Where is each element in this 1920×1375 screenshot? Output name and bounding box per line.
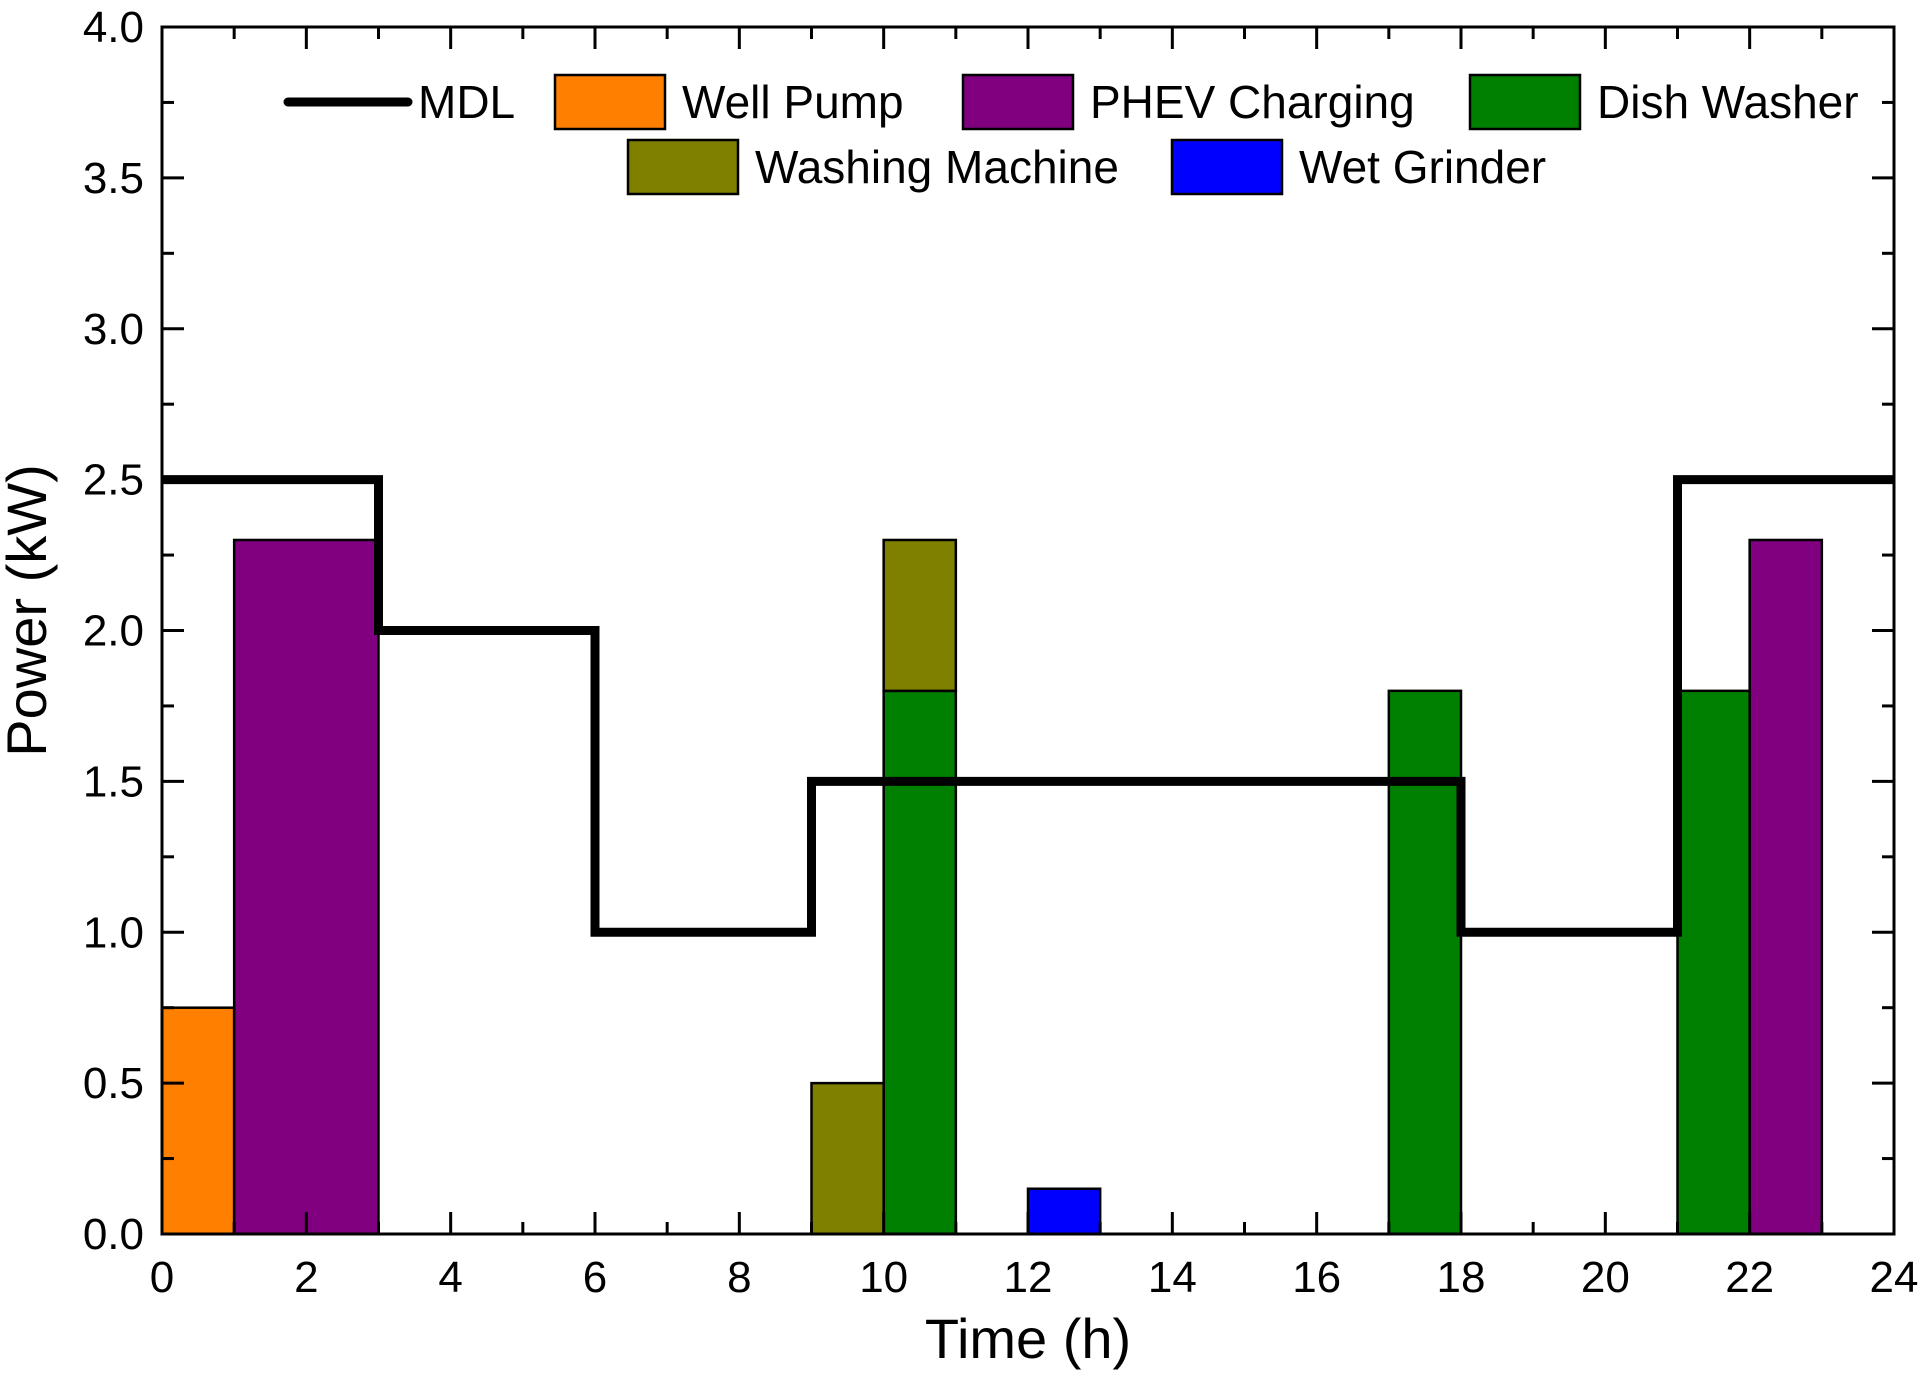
legend-label: PHEV Charging xyxy=(1090,76,1415,128)
x-tick-label: 4 xyxy=(438,1253,462,1302)
x-tick-label: 0 xyxy=(150,1253,174,1302)
x-tick-label: 2 xyxy=(294,1253,318,1302)
bar-dish-washer-2 xyxy=(1676,689,1751,1236)
x-tick-label: 12 xyxy=(1004,1253,1053,1302)
ticks-layer: 0 2 4 6 8 10 12 14 16 18 20 22 240.00.51.01.52.02.53… xyxy=(83,3,1919,1302)
legend-label: Washing Machine xyxy=(755,141,1119,193)
y-tick-label: 4.0 xyxy=(83,3,144,52)
bar-washing-machine-0 xyxy=(810,1081,885,1236)
legend-label: Well Pump xyxy=(682,76,904,128)
bar-phev-charging-0 xyxy=(232,538,380,1236)
legend-item-phev-charging: PHEV Charging xyxy=(961,73,1415,131)
y-axis-title: Power (kW) xyxy=(0,464,58,756)
bar-washing-machine-1 xyxy=(882,538,958,693)
legend-item-mdl: MDL xyxy=(283,76,515,128)
y-tick-label: 1.0 xyxy=(83,908,144,957)
legend-item-wet-grinder: Wet Grinder xyxy=(1170,138,1546,196)
x-tick-label: 14 xyxy=(1148,1253,1197,1302)
legend-swatch-box xyxy=(553,73,667,131)
legend-item-well-pump: Well Pump xyxy=(553,73,904,131)
y-tick-label: 0.5 xyxy=(83,1059,144,1108)
legend-swatch-box xyxy=(1170,138,1284,196)
legend-label: Wet Grinder xyxy=(1299,141,1546,193)
bar-dish-washer-1 xyxy=(1387,689,1463,1236)
y-tick-label: 2.5 xyxy=(83,456,144,505)
mdl-layer xyxy=(162,475,1894,937)
x-axis-title: Time (h) xyxy=(925,1307,1131,1370)
x-tick-label: 8 xyxy=(727,1253,751,1302)
legend-swatch-box xyxy=(961,73,1075,131)
y-tick-label: 3.0 xyxy=(83,305,144,354)
bar-dish-washer-0 xyxy=(882,689,958,1236)
legend-label: Dish Washer xyxy=(1597,76,1859,128)
x-tick-label: 20 xyxy=(1581,1253,1630,1302)
x-tick-label: 6 xyxy=(583,1253,607,1302)
bar-phev-charging-1 xyxy=(1748,538,1824,1236)
x-tick-label: 24 xyxy=(1870,1253,1919,1302)
legend-item-dish-washer: Dish Washer xyxy=(1468,73,1859,131)
bar-well-pump-0 xyxy=(160,1006,236,1236)
legend: MDL Well Pump PHEV Charging Dish Washer Wash… xyxy=(283,73,1859,196)
x-tick-label: 22 xyxy=(1725,1253,1774,1302)
legend-label: MDL xyxy=(418,76,515,128)
mdl-line xyxy=(162,475,1894,937)
bars-layer xyxy=(160,538,1824,1236)
legend-swatch-box xyxy=(626,138,740,196)
bar-wet-grinder-0 xyxy=(1026,1187,1102,1236)
y-tick-label: 2.0 xyxy=(83,607,144,656)
legend-swatch-box xyxy=(1468,73,1582,131)
y-tick-label: 1.5 xyxy=(83,757,144,806)
x-tick-label: 16 xyxy=(1292,1253,1341,1302)
x-tick-label: 10 xyxy=(859,1253,908,1302)
x-tick-label: 18 xyxy=(1437,1253,1486,1302)
legend-item-washing-machine: Washing Machine xyxy=(626,138,1119,196)
y-tick-label: 3.5 xyxy=(83,154,144,203)
y-tick-label: 0.0 xyxy=(83,1210,144,1259)
